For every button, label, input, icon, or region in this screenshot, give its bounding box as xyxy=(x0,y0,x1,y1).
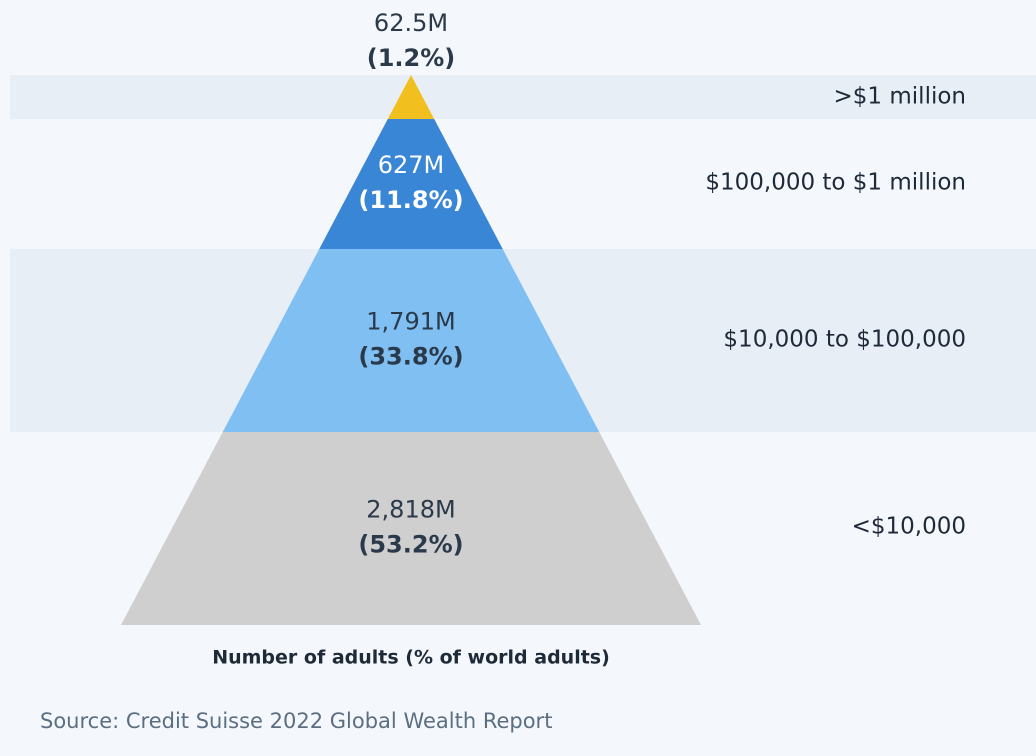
value-label: 62.5M xyxy=(374,9,448,37)
percentage-label: (11.8%) xyxy=(358,186,463,214)
value-label: 1,791M xyxy=(366,308,455,336)
value-label: 2,818M xyxy=(366,496,455,524)
category-label: <$10,000 xyxy=(852,514,966,540)
pyramid-segment xyxy=(387,75,435,119)
pyramid-segment xyxy=(121,432,701,625)
source: Source: Credit Suisse 2022 Global Wealth… xyxy=(40,709,552,733)
pyramid-segment xyxy=(222,249,600,432)
category-label: $10,000 to $100,000 xyxy=(723,327,966,353)
value-label: 627M xyxy=(378,151,445,179)
pyramid-segment xyxy=(319,119,503,249)
percentage-label: (1.2%) xyxy=(367,44,456,72)
x-axis-label: Number of adults (% of world adults) xyxy=(212,647,610,669)
band-stripe xyxy=(10,75,1036,119)
percentage-label: (53.2%) xyxy=(358,531,463,559)
percentage-label: (33.8%) xyxy=(358,343,463,371)
category-label: >$1 million xyxy=(834,84,966,110)
category-label: $100,000 to $1 million xyxy=(705,170,966,196)
